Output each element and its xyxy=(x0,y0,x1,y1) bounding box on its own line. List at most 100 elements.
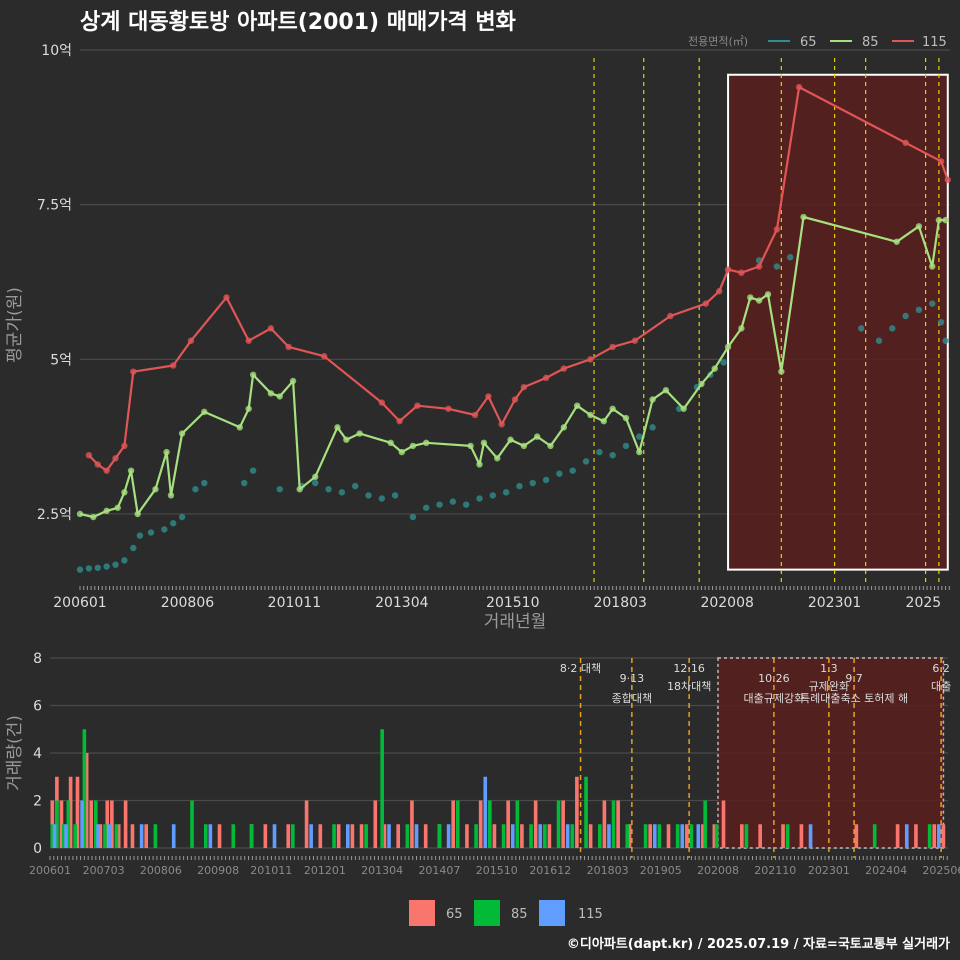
volume-bar-65 xyxy=(799,824,804,848)
series-85-point xyxy=(267,390,275,397)
series-65-point xyxy=(476,495,483,502)
series-85-point xyxy=(289,377,297,385)
volume-bar-65 xyxy=(854,824,859,848)
series-65-point xyxy=(582,458,590,465)
series-85-point xyxy=(533,433,541,440)
series-65-point xyxy=(352,482,359,490)
series-85-point xyxy=(296,486,303,493)
volume-x-tick-label: 200703 xyxy=(83,864,125,877)
series-115-point xyxy=(112,455,119,462)
volume-bar-85 xyxy=(82,729,87,848)
volume-bar-65 xyxy=(758,824,762,848)
volume-bar-85 xyxy=(437,824,442,848)
volume-bar-85 xyxy=(927,824,932,848)
volume-bar-85 xyxy=(50,824,55,848)
volume-bar-115 xyxy=(139,824,144,848)
legend-title: 전용면적(㎡) xyxy=(688,35,748,48)
series-115-point xyxy=(667,312,674,320)
series-85-point xyxy=(152,486,159,493)
series-65-point xyxy=(312,479,319,487)
series-115-point xyxy=(130,368,137,375)
volume-x-tick-label: 202110 xyxy=(754,864,796,877)
volume-bar-85 xyxy=(94,800,98,848)
series-65-point xyxy=(942,337,949,344)
volume-bar-65 xyxy=(318,824,323,848)
volume-bar-85 xyxy=(501,824,506,848)
series-65-point xyxy=(365,492,372,499)
price-highlight-box xyxy=(727,73,949,571)
series-85-point xyxy=(600,417,607,425)
series-65-point xyxy=(622,442,630,450)
volume-bar-85 xyxy=(55,800,59,848)
volume-bar-85 xyxy=(515,800,520,848)
series-65-point xyxy=(249,467,257,474)
series-115-point xyxy=(715,288,723,295)
volume-bar-115 xyxy=(171,824,176,848)
volume-x-tick-label: 202008 xyxy=(697,864,739,877)
series-85-point xyxy=(236,424,243,431)
volume-bar-115 xyxy=(446,824,451,848)
volume-bar-85 xyxy=(744,824,749,848)
volume-bar-65 xyxy=(396,824,401,848)
volume-event-label: 9·13 xyxy=(620,672,645,685)
bottom-legend-65-label: 65 xyxy=(446,907,463,922)
volume-bar-65 xyxy=(575,776,579,848)
series-65-point xyxy=(462,501,470,508)
volume-bar-65 xyxy=(59,800,64,848)
series-65-point xyxy=(201,479,208,487)
legend-85-label: 85 xyxy=(862,35,879,50)
volume-bar-85 xyxy=(689,824,694,848)
volume-y-tick-label: 4 xyxy=(33,746,42,762)
volume-bar-65 xyxy=(506,800,510,848)
volume-event-label: 10.26 xyxy=(758,672,790,685)
bottom-legend-85-label: 85 xyxy=(511,907,528,922)
series-65-point xyxy=(902,312,909,320)
series-85-point xyxy=(476,461,483,468)
series-65-point xyxy=(338,489,346,496)
volume-bar-115 xyxy=(904,824,909,848)
top-legend: 전용면적(㎡) 65 85 115 xyxy=(688,35,947,50)
volume-y-tick-label: 6 xyxy=(33,699,42,715)
series-65-point xyxy=(325,486,332,493)
series-65-point xyxy=(178,513,186,521)
series-85-point xyxy=(507,436,514,443)
series-115-point xyxy=(937,158,945,165)
volume-bar-115 xyxy=(107,824,112,848)
volume-bar-65 xyxy=(410,800,414,848)
volume-bar-65 xyxy=(144,824,149,848)
series-85-point xyxy=(398,448,406,456)
price-x-tick-label: 201803 xyxy=(593,595,646,611)
volume-bar-85 xyxy=(611,800,616,848)
volume-bar-85 xyxy=(872,824,877,848)
volume-bar-85 xyxy=(114,824,119,848)
series-65-point xyxy=(409,513,417,521)
series-65-point xyxy=(489,492,497,499)
volume-event-label: 8·2 대책 xyxy=(560,662,601,675)
series-85-point xyxy=(587,411,594,419)
volume-bar-85 xyxy=(714,824,719,848)
volume-bar-115 xyxy=(309,824,313,848)
volume-bar-115 xyxy=(652,824,657,848)
volume-bar-115 xyxy=(510,824,515,848)
volume-bar-85 xyxy=(249,824,254,848)
volume-bar-85 xyxy=(474,824,478,848)
price-x-axis-title: 거래년월 xyxy=(484,612,547,632)
series-65-point xyxy=(436,501,443,508)
series-65-point xyxy=(502,489,510,496)
volume-bar-65 xyxy=(130,824,135,848)
volume-bar-65 xyxy=(627,824,632,848)
series-65-point xyxy=(85,565,93,572)
series-85-point xyxy=(134,510,141,518)
series-115-point xyxy=(485,393,492,400)
volume-bar-85 xyxy=(625,824,630,848)
series-85-point xyxy=(494,455,501,462)
series-65-point xyxy=(423,504,430,511)
chart-title: 상계 대동황토방 아파트(2001) 매매가격 변화 xyxy=(80,10,516,35)
volume-bar-65 xyxy=(895,824,900,848)
series-85-point xyxy=(409,442,417,450)
volume-bar-65 xyxy=(68,776,73,848)
volume-x-tick-label: 201407 xyxy=(418,864,460,877)
series-115-point xyxy=(738,269,745,276)
volume-bar-115 xyxy=(808,824,813,848)
series-85-point xyxy=(103,507,110,515)
